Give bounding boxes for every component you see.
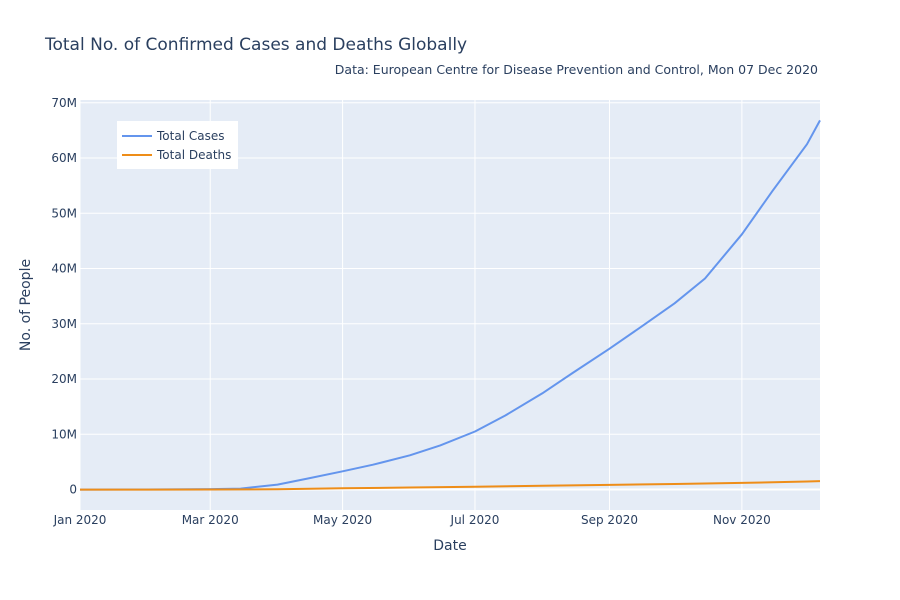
y-tick-label: 70M xyxy=(51,96,77,110)
x-tick-label: May 2020 xyxy=(313,513,372,527)
y-tick-label: 0 xyxy=(69,483,77,497)
y-tick-label: 20M xyxy=(51,372,77,386)
y-axis-title: No. of People xyxy=(18,259,34,351)
legend[interactable]: Total Cases Total Deaths xyxy=(117,121,238,169)
x-tick-label: Jan 2020 xyxy=(53,513,107,527)
x-axis-title: Date xyxy=(433,538,466,554)
y-axis-ticks: 0 10M 20M 30M 40M 50M 60M 70M xyxy=(51,96,77,497)
legend-background xyxy=(117,121,238,169)
x-tick-label: Sep 2020 xyxy=(581,513,638,527)
x-tick-label: Jul 2020 xyxy=(450,513,500,527)
y-tick-label: 30M xyxy=(51,317,77,331)
series-lines xyxy=(79,119,821,491)
series-line-total-deaths[interactable] xyxy=(80,480,821,491)
x-axis-ticks: Jan 2020 Mar 2020 May 2020 Jul 2020 Sep 2020… xyxy=(53,513,771,527)
y-tick-label: 60M xyxy=(51,151,77,165)
x-tick-label: Mar 2020 xyxy=(182,513,239,527)
y-tick-label: 50M xyxy=(51,206,77,220)
legend-label[interactable]: Total Deaths xyxy=(156,148,231,162)
legend-items: Total Cases Total Deaths xyxy=(122,129,231,162)
legend-label[interactable]: Total Cases xyxy=(156,129,224,143)
y-tick-label: 10M xyxy=(51,427,77,441)
x-tick-label: Nov 2020 xyxy=(713,513,771,527)
chart-title: Total No. of Confirmed Cases and Deaths … xyxy=(44,35,467,55)
chart-subtitle: Data: European Centre for Disease Preven… xyxy=(335,62,818,77)
series-line-total-cases[interactable] xyxy=(79,119,821,491)
y-tick-label: 40M xyxy=(51,262,77,276)
